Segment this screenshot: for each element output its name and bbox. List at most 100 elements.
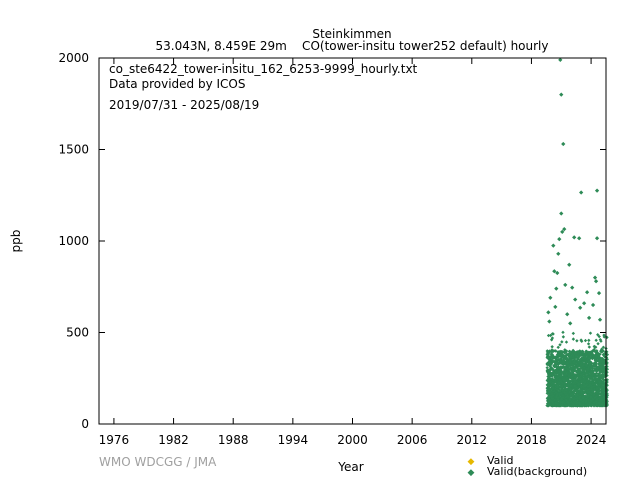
data-point <box>570 285 575 290</box>
background-point <box>596 333 600 337</box>
background-point <box>591 372 595 377</box>
background-point <box>571 393 575 398</box>
data-point <box>548 295 553 300</box>
background-point <box>593 358 598 362</box>
background-point <box>568 397 572 402</box>
data-point <box>596 291 602 296</box>
data-point <box>552 269 557 274</box>
background-point <box>591 378 595 383</box>
background-point <box>583 338 588 343</box>
background-point <box>585 354 589 358</box>
background-point <box>546 333 551 338</box>
background-point <box>590 352 594 356</box>
annotation-date-range: 2019/07/31 - 2025/08/19 <box>109 98 259 112</box>
data-point <box>551 243 556 248</box>
background-point <box>574 389 578 393</box>
background-point <box>584 349 588 353</box>
background-point <box>579 397 583 402</box>
background-point <box>555 361 559 365</box>
background-point <box>594 381 598 386</box>
plot-frame <box>98 57 607 425</box>
data-point <box>582 301 587 306</box>
x-tick-label: 2012 <box>457 433 488 447</box>
data-point <box>578 305 583 310</box>
background-point <box>553 375 557 379</box>
y-tick-label: 1500 <box>58 143 89 157</box>
y-tick-label: 500 <box>66 326 89 340</box>
background-point <box>571 331 576 336</box>
background-point <box>569 372 574 376</box>
x-tick-label: 1982 <box>158 433 189 447</box>
x-axis-label: Year <box>337 460 363 474</box>
data-point <box>577 236 582 241</box>
data-points <box>546 57 603 326</box>
background-point <box>564 388 569 393</box>
data-point <box>590 302 596 308</box>
background-point <box>598 358 602 362</box>
background-point <box>596 366 600 370</box>
background-point <box>593 396 597 400</box>
y-axis-label: ppb <box>9 230 23 253</box>
background-point <box>545 366 549 370</box>
background-point <box>571 337 576 341</box>
background-point <box>587 338 591 343</box>
background-point <box>551 386 555 390</box>
background-point <box>569 383 573 388</box>
data-point <box>597 317 603 322</box>
background-point <box>601 373 605 377</box>
data-point <box>559 211 564 216</box>
background-point <box>560 340 564 344</box>
background-point <box>577 360 581 365</box>
background-point <box>597 385 601 390</box>
background-point <box>567 374 571 378</box>
legend-marker-valid: ◆ <box>468 457 475 467</box>
background-point <box>587 345 592 349</box>
background-point <box>556 345 560 350</box>
background-point <box>546 376 551 381</box>
data-point <box>553 304 558 310</box>
x-tick-label: 1976 <box>99 433 130 447</box>
data-point <box>586 315 592 320</box>
background-point <box>547 362 551 366</box>
background-point <box>554 390 558 395</box>
background-point <box>587 403 591 407</box>
legend-label-valid-background: Valid(background) <box>487 465 587 478</box>
background-point <box>556 365 561 370</box>
background-point <box>551 359 555 363</box>
background-point <box>568 403 572 408</box>
data-point <box>559 92 564 97</box>
data-point <box>592 275 598 280</box>
y-tick-label: 1000 <box>58 234 89 248</box>
background-point <box>589 370 594 375</box>
data-point <box>546 310 551 315</box>
background-point <box>558 388 562 393</box>
background-point <box>601 400 605 405</box>
background-point <box>593 360 597 365</box>
data-point <box>584 290 590 295</box>
background-point <box>585 368 590 372</box>
background-point <box>548 374 553 378</box>
data-point <box>579 190 584 195</box>
background-point <box>586 342 591 346</box>
background-point <box>594 354 598 358</box>
background-point <box>598 337 603 342</box>
background-point <box>591 397 595 401</box>
x-tick-label: 2024 <box>576 433 607 447</box>
data-point <box>568 321 573 326</box>
data-point <box>573 297 578 302</box>
data-point <box>563 282 568 288</box>
background-point <box>551 370 555 375</box>
background-point <box>582 390 586 395</box>
background-point <box>557 377 562 382</box>
background-point <box>593 367 597 371</box>
background-point <box>595 377 600 382</box>
data-point <box>557 237 562 242</box>
background-point <box>572 357 576 361</box>
background-point <box>549 394 553 399</box>
background-point <box>575 393 580 397</box>
background-point <box>589 395 593 399</box>
background-point <box>597 375 602 379</box>
background-point <box>569 400 574 405</box>
y-tick-label: 2000 <box>58 51 89 65</box>
